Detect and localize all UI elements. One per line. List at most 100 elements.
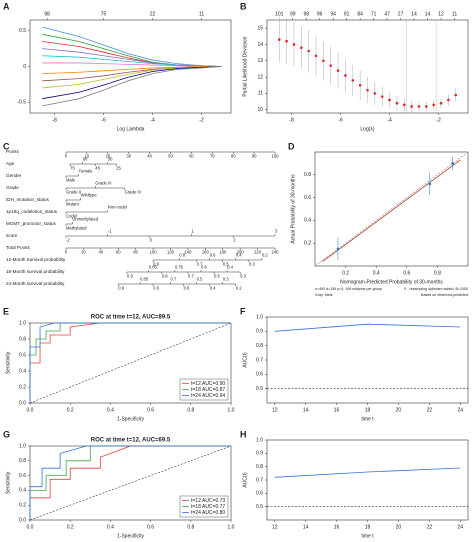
series-line	[42, 62, 222, 67]
row-tick-label: -1	[108, 229, 112, 234]
row-label: Points	[6, 149, 19, 154]
row-tick-label: 0.6	[210, 253, 216, 258]
top-tick-label: 99	[290, 11, 296, 17]
y-tick-label: 0.5	[19, 28, 26, 34]
series-line	[42, 26, 222, 67]
x-tick-label: 0.8	[187, 524, 194, 530]
row-label: 18-Month survival probability	[6, 269, 65, 274]
row-tick-label: 60	[189, 154, 194, 159]
row-tick-label: 0.6	[184, 286, 190, 291]
series-line	[29, 445, 231, 520]
row-label: MGMT_promotor_status	[6, 221, 56, 226]
x-tick-label: 16	[334, 407, 340, 413]
series-line	[29, 322, 231, 403]
point	[344, 74, 347, 77]
reference-diagonal	[29, 445, 232, 521]
x-tick-label: 20	[396, 524, 402, 530]
x-tick-label: 0.8	[434, 270, 441, 276]
y-tick-label: 0.6	[19, 352, 26, 358]
row-tick-label: 0.5	[223, 262, 229, 267]
point	[292, 43, 296, 46]
x-tick-label: 24	[457, 407, 463, 413]
top-tick-label: 98	[303, 11, 309, 17]
top-tick-label: 27	[398, 11, 404, 17]
series-line	[274, 323, 461, 332]
reference-diagonal	[29, 322, 232, 404]
row-tick-label: 0.75	[175, 265, 184, 270]
series-line	[42, 66, 222, 89]
top-tick-label: 14	[411, 11, 417, 17]
row-tick-label: 75	[70, 166, 75, 171]
x-tick-label: 14	[303, 407, 309, 413]
row-tick-label: 220	[254, 250, 262, 255]
x-tick-label: 0.2	[67, 524, 74, 530]
series-line	[314, 151, 469, 267]
panel-letter: E	[3, 306, 9, 316]
row-tick-label: 20	[105, 154, 110, 159]
top-tick-label: 11	[199, 11, 204, 17]
series-line	[29, 445, 231, 520]
x-tick-label: 0.4	[373, 270, 380, 276]
chart-title: ROC at time t=12, AUC=89.5	[91, 315, 171, 321]
row-label: score	[6, 233, 18, 238]
panel-letter: C	[3, 141, 10, 151]
x-tick-label: 0.6	[147, 524, 154, 530]
y-tick-label: 13	[257, 58, 263, 64]
x-axis-label: time t	[361, 416, 374, 422]
y-axis-label: Partial Likelihood Deviance	[242, 36, 248, 97]
point	[336, 247, 340, 251]
row-tick-label: Codel	[66, 214, 77, 219]
row-tick-label: 0.5	[214, 274, 220, 279]
top-tick-label: 12	[438, 11, 444, 17]
top-tick-label: 75	[101, 11, 107, 17]
row-tick-label: Grade III	[95, 181, 111, 186]
series-line	[42, 66, 222, 107]
row-tick-label: 180	[219, 250, 227, 255]
series-line	[322, 159, 461, 262]
point	[439, 101, 443, 105]
series-line	[29, 322, 231, 403]
y-tick-label: -0.5	[17, 100, 26, 106]
row-tick-label: 0.7	[197, 262, 203, 267]
point	[380, 95, 384, 98]
x-axis-label: 1-Specificity	[117, 533, 144, 539]
y-tick-label: 0.9	[256, 451, 263, 457]
row-tick-label: 10	[85, 154, 90, 159]
row-tick-label: 70	[210, 154, 215, 159]
y-axis-label: Sensitivity	[5, 351, 11, 374]
x-tick-label: 0.2	[67, 407, 74, 413]
row-tick-label: 0.85	[149, 265, 158, 270]
x-axis-label: Log Lambda	[117, 126, 145, 132]
y-tick-label: 0.8	[19, 458, 26, 464]
y-tick-label: 1.0	[19, 443, 26, 449]
y-axis-label: AUC(t)	[242, 472, 248, 488]
row-tick-label: 120	[167, 250, 175, 255]
panel-letter: H	[240, 429, 247, 439]
y-tick-label: 0.0	[19, 517, 26, 523]
y-tick-label: 1.0	[256, 314, 263, 320]
row-label: Age	[6, 161, 15, 166]
row-tick-label: Non-codel	[108, 205, 127, 210]
point	[451, 162, 455, 165]
row-tick-label: 1	[191, 229, 194, 234]
row-tick-label: 0.4	[210, 286, 216, 291]
row-tick-label: 0.4	[227, 265, 233, 270]
y-tick-label: 0.7	[256, 357, 263, 363]
point	[329, 64, 333, 67]
x-tick-label: -8	[52, 117, 57, 123]
row-label: 24-Month survival probability	[6, 281, 65, 286]
y-tick-label: 14	[257, 42, 263, 48]
row-tick-label: Unmethylated	[72, 217, 99, 222]
point	[300, 46, 303, 50]
y-tick-label: 0.9	[256, 329, 263, 335]
top-tick-label: 91	[344, 11, 350, 17]
point	[395, 101, 399, 105]
point	[314, 54, 318, 58]
row-tick-label: 80	[133, 250, 138, 255]
legend-label: t=18 AUC=0.77	[191, 504, 225, 510]
top-tick-label: 14	[425, 11, 431, 17]
row-tick-label: 30	[126, 154, 131, 159]
series-line	[29, 445, 231, 520]
y-tick-label: 0	[23, 64, 26, 70]
x-tick-label: 0.0	[27, 524, 34, 530]
